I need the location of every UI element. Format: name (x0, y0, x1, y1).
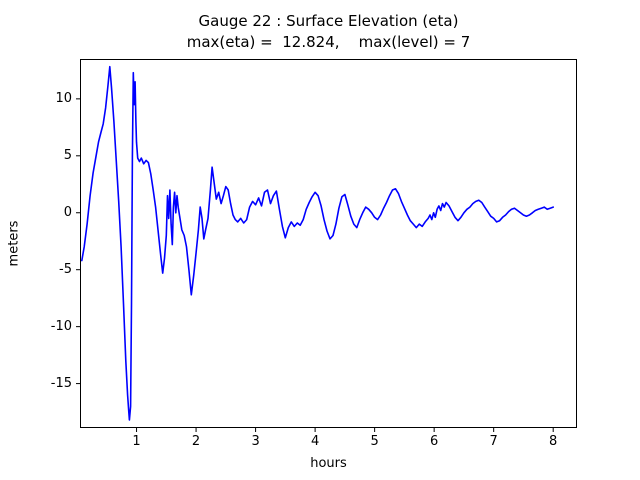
chart-title: Gauge 22 : Surface Elevation (eta) (198, 12, 459, 30)
x-tick-label: 5 (370, 434, 379, 449)
y-tick-label: 5 (63, 147, 72, 163)
x-tick-label: 2 (191, 434, 201, 449)
y-tick-label: 0 (63, 204, 72, 220)
x-tick-label: 6 (430, 434, 439, 449)
y-tick-label: 10 (55, 90, 72, 106)
x-tick-label: 7 (489, 434, 498, 449)
x-axis-label: hours (310, 456, 347, 471)
x-tick-label: 4 (310, 434, 320, 449)
axes-frame (80, 59, 577, 428)
chart-subtitle: max(eta) = 12.824, max(level) = 7 (186, 33, 471, 51)
x-tick-label: 8 (549, 434, 558, 449)
y-axis-label: meters (6, 220, 22, 267)
x-tick-label: 3 (251, 434, 260, 449)
y-tick-label: -5 (59, 261, 72, 277)
series-line-eta (81, 65, 555, 421)
x-tick-label: 1 (132, 434, 141, 449)
y-tick-label: -10 (50, 318, 72, 334)
y-tick-label: -15 (50, 375, 72, 391)
